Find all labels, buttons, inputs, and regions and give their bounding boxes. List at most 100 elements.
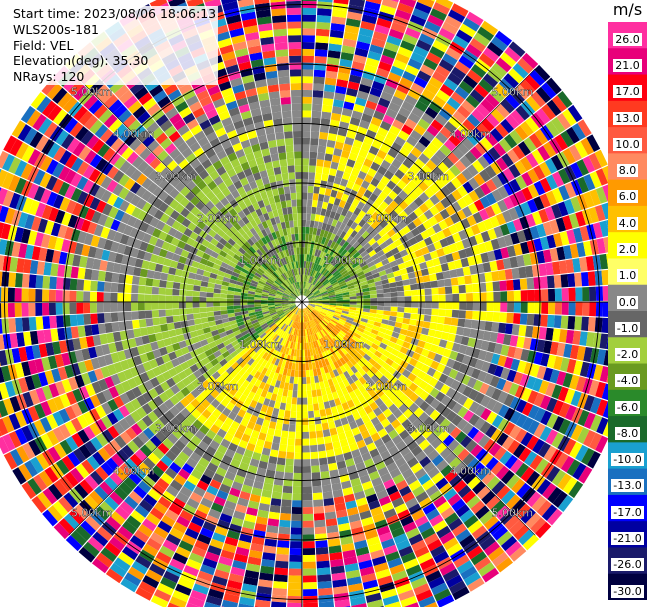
gate-cell <box>249 414 258 424</box>
gate-cell <box>113 156 126 170</box>
gate-cell <box>257 316 265 322</box>
gate-cell <box>215 466 227 478</box>
gate-cell <box>59 197 71 212</box>
gate-cell <box>148 235 158 246</box>
gate-cell <box>314 306 322 311</box>
gate-cell <box>118 405 130 418</box>
gate-cell <box>178 340 188 349</box>
gate-cell <box>127 377 138 389</box>
gate-cell <box>288 297 296 301</box>
gate-cell <box>137 302 145 311</box>
gate-cell <box>314 49 328 57</box>
gate-cell <box>424 295 433 302</box>
gate-cell <box>438 219 449 231</box>
gate-cell <box>423 281 432 289</box>
gate-cell <box>244 513 257 523</box>
gate-cell <box>306 268 309 276</box>
gate-cell <box>179 289 187 296</box>
gate-cell <box>433 425 445 437</box>
gate-cell <box>436 346 446 356</box>
gate-cell <box>506 369 517 383</box>
gate-cell <box>178 255 187 264</box>
gate-cell <box>462 490 476 504</box>
gate-cell <box>402 279 411 286</box>
gate-cell <box>281 304 289 307</box>
gate-cell <box>413 196 424 207</box>
gate-cell <box>326 231 333 240</box>
gate-cell <box>73 105 88 122</box>
gate-cell <box>371 354 380 363</box>
gate-cell <box>464 319 473 329</box>
gate-cell <box>21 425 34 442</box>
gate-cell <box>129 453 143 467</box>
gate-cell <box>447 261 456 271</box>
gate-cell <box>213 293 221 298</box>
gate-cell <box>220 261 229 269</box>
gate-cell <box>274 343 281 351</box>
gate-cell <box>550 154 564 171</box>
gate-cell <box>423 209 434 220</box>
gate-cell <box>402 491 415 503</box>
gate-cell <box>310 262 315 270</box>
gate-cell <box>425 335 435 344</box>
gate-cell <box>302 69 314 77</box>
gate-cell <box>0 361 1 367</box>
gate-cell <box>308 303 316 307</box>
gate-cell <box>323 435 332 444</box>
gate-cell <box>241 371 250 380</box>
gate-cell <box>196 268 205 276</box>
gate-cell <box>504 454 518 470</box>
gate-cell <box>194 430 206 441</box>
gate-cell <box>515 399 528 414</box>
gate-cell <box>345 569 361 579</box>
gate-cell <box>249 368 258 377</box>
gate-cell <box>295 335 299 343</box>
gate-cell <box>307 283 312 290</box>
gate-cell <box>327 133 337 142</box>
gate-cell <box>305 290 310 297</box>
gate-cell <box>481 471 496 486</box>
gate-cell <box>87 536 104 552</box>
gate-cell <box>393 252 402 260</box>
gate-cell <box>347 81 360 91</box>
gate-cell <box>324 271 331 278</box>
gate-cell <box>33 169 46 186</box>
gate-cell <box>469 265 478 275</box>
gate-cell <box>209 424 221 434</box>
gate-cell <box>101 402 113 415</box>
gate-cell <box>460 218 471 230</box>
gate-cell <box>285 289 292 294</box>
gate-cell <box>451 342 461 353</box>
gate-cell <box>65 535 83 552</box>
gate-cell <box>398 190 409 201</box>
gate-cell <box>376 149 387 160</box>
gate-cell <box>128 490 143 505</box>
gate-cell <box>308 362 313 371</box>
gate-cell <box>306 307 311 314</box>
gate-cell <box>286 368 292 377</box>
gate-cell <box>113 421 125 435</box>
gate-cell <box>176 423 188 435</box>
gate-cell <box>147 181 158 194</box>
gate-cell <box>52 341 62 355</box>
gate-cell <box>386 325 395 332</box>
gate-cell <box>227 312 236 318</box>
gate-cell <box>397 296 405 302</box>
gate-cell <box>133 267 142 277</box>
gate-cell <box>337 278 345 284</box>
gate-cell <box>274 297 282 300</box>
gate-cell <box>268 348 275 356</box>
gate-cell <box>0 390 3 401</box>
gate-cell <box>253 323 261 330</box>
gate-cell <box>594 204 606 222</box>
gate-cell <box>228 573 244 584</box>
gate-cell <box>148 388 159 399</box>
gate-cell <box>438 255 448 265</box>
gate-cell <box>332 489 344 498</box>
gate-cell <box>558 260 568 274</box>
gate-cell <box>502 257 512 270</box>
gate-cell <box>319 125 330 133</box>
gate-cell <box>130 169 142 182</box>
gate-cell <box>232 560 247 570</box>
gate-cell <box>322 296 330 299</box>
